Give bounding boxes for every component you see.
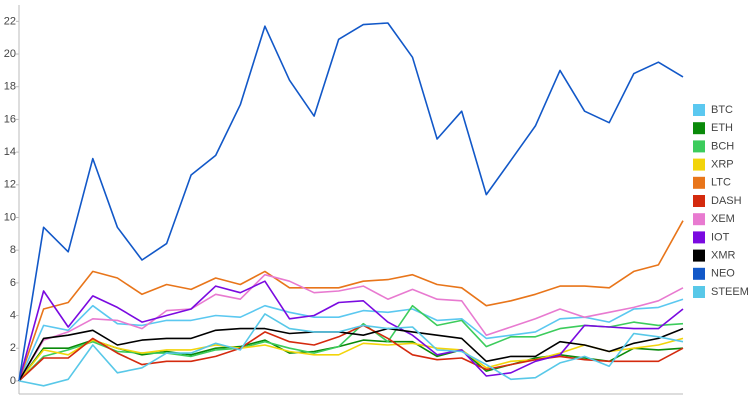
y-tick-label: 2 (10, 342, 16, 354)
series-line (18, 324, 684, 382)
y-tick-label: 14 (4, 146, 16, 158)
series-line (18, 313, 684, 387)
y-tick-label: 18 (4, 81, 16, 93)
legend-swatch (693, 176, 705, 189)
legend-swatch (693, 213, 705, 226)
y-tick-label: 12 (4, 179, 16, 191)
legend-label: XEM (711, 213, 735, 225)
series-line (18, 337, 684, 382)
y-tick-label: 6 (10, 277, 16, 289)
legend-swatch (693, 249, 705, 262)
series-line (18, 22, 684, 382)
legend-label: BTC (711, 104, 733, 116)
legend-label: XRP (711, 159, 734, 171)
legend-swatch (693, 104, 705, 116)
legend-label: DASH (711, 195, 742, 207)
legend-swatch (693, 195, 705, 207)
legend-label: ETH (711, 122, 733, 134)
series-line (18, 273, 684, 382)
y-tick-label: 20 (4, 48, 16, 60)
legend-label: LTC (711, 177, 731, 189)
series-line (18, 280, 684, 382)
legend-swatch (693, 122, 705, 135)
series-line (18, 327, 684, 382)
y-tick-label: 8 (10, 244, 16, 256)
legend-label: XMR (711, 250, 736, 262)
series-line (18, 304, 684, 382)
legend-label: IOT (711, 231, 730, 243)
series-line (18, 220, 684, 382)
legend-swatch (693, 140, 705, 153)
y-tick-label: 4 (10, 309, 16, 321)
y-tick-label: 0 (10, 375, 16, 387)
legend-label: NEO (711, 268, 735, 280)
y-tick-label: 10 (4, 211, 16, 223)
legend-swatch (693, 267, 705, 280)
series-line (18, 298, 684, 382)
legend-swatch (693, 286, 705, 298)
y-tick-label: 22 (4, 15, 16, 27)
legend-label: STEEM (711, 286, 749, 298)
legend-swatch (693, 158, 705, 171)
legend-swatch (693, 231, 705, 244)
y-tick-label: 16 (4, 113, 16, 125)
legend-label: BCH (711, 140, 734, 152)
